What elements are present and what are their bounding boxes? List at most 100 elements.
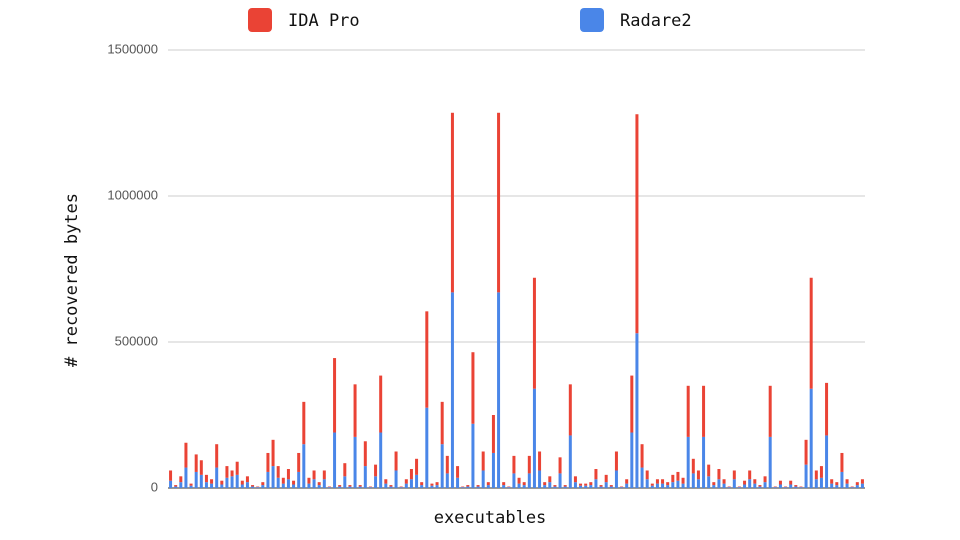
bar-segment [661, 479, 665, 484]
bar-segment [199, 460, 203, 475]
bar-segment [671, 474, 675, 483]
bar-segment [630, 375, 634, 433]
y-tick-label: 500000 [115, 333, 158, 348]
bar-segment [199, 474, 203, 488]
bar-segment [543, 482, 547, 486]
bar-segment [281, 477, 285, 484]
bar-segment [645, 470, 649, 480]
bar-segment [809, 388, 813, 488]
bar-segment [261, 482, 265, 486]
bar-segment [245, 476, 249, 483]
bar-segment [456, 477, 460, 488]
bar-segment [845, 479, 849, 484]
bar-segment [763, 476, 767, 483]
bar-segment [650, 483, 654, 486]
bar-segment [230, 476, 234, 488]
bar-segment [343, 463, 347, 477]
bar-segment [804, 439, 808, 465]
bar-segment [174, 486, 178, 488]
bar-segment [722, 479, 726, 484]
bar-segment [661, 483, 665, 488]
bar-segment [225, 477, 229, 488]
bar-segment [486, 485, 490, 488]
bar-segment [491, 452, 495, 488]
bar-segment [702, 385, 706, 437]
bar-segment [435, 485, 439, 488]
bar-segment [322, 470, 326, 480]
bar-segment [235, 474, 239, 488]
bar-segment [855, 482, 859, 486]
bar-segment [440, 401, 444, 445]
bar-segment [732, 470, 736, 480]
bar-segment [737, 487, 741, 488]
y-tick-label: 1000000 [107, 187, 158, 202]
bar-segment [784, 487, 788, 488]
bar-segment [415, 458, 419, 475]
bar-segment [497, 112, 501, 293]
bar-segment [794, 485, 798, 487]
bar-segment [251, 486, 255, 488]
bar-segment [758, 485, 762, 487]
bar-segment [532, 277, 536, 389]
bar-segment [609, 485, 613, 487]
bar-segment [507, 486, 511, 488]
bar-segment [276, 466, 280, 478]
bar-segment [819, 477, 823, 488]
bar-segment [819, 466, 823, 478]
bar-segment [409, 469, 413, 480]
bar-segment [230, 470, 234, 477]
bar-segment [169, 480, 173, 488]
bar-segment [517, 477, 521, 484]
bar-segment [435, 482, 439, 486]
bar-segment [348, 486, 352, 488]
bar-segment [860, 479, 864, 484]
bar-segment [456, 466, 460, 478]
bar-segment [804, 464, 808, 488]
bar-segment [184, 442, 188, 468]
bar-segment [215, 444, 219, 468]
bar-segment [727, 487, 731, 488]
bar-segment [614, 451, 618, 471]
bar-segment [589, 482, 593, 486]
bar-segment [814, 470, 818, 480]
bar-segment [353, 436, 357, 488]
bar-segment [650, 485, 654, 488]
bar-segment [707, 464, 711, 477]
bar-segment [256, 486, 260, 488]
bar-segment [384, 479, 388, 484]
bar-segment [512, 473, 516, 488]
bar-segment [753, 483, 757, 488]
bar-segment [368, 486, 372, 488]
bar-segment [445, 473, 449, 488]
bar-segment [594, 479, 598, 488]
bar-segment [696, 470, 700, 480]
bar-segment [445, 455, 449, 474]
bar-segment [727, 486, 731, 488]
bar-segment [466, 486, 470, 488]
bar-segment [527, 473, 531, 488]
bar-segment [338, 486, 342, 488]
bar-segment [599, 485, 603, 487]
bar-segment [691, 473, 695, 488]
bar-segment [215, 467, 219, 488]
bar-segment [768, 436, 772, 488]
bar-segment [179, 482, 183, 488]
bar-segment [666, 482, 670, 486]
bar-segment [450, 112, 454, 293]
bar-segment [589, 485, 593, 488]
bar-segment [625, 479, 629, 484]
bar-segment [548, 482, 552, 488]
bar-segment [394, 451, 398, 471]
bar-segment [825, 435, 829, 488]
bar-segment [297, 471, 301, 488]
bar-segment [425, 407, 429, 488]
bar-segment [584, 485, 588, 488]
bar-segment [768, 385, 772, 437]
bar-segment [466, 485, 470, 487]
bar-segment [502, 482, 506, 486]
bar-segment [553, 486, 557, 488]
bar-segment [450, 292, 454, 488]
bar-segment [850, 487, 854, 488]
bar-segment [204, 482, 208, 488]
